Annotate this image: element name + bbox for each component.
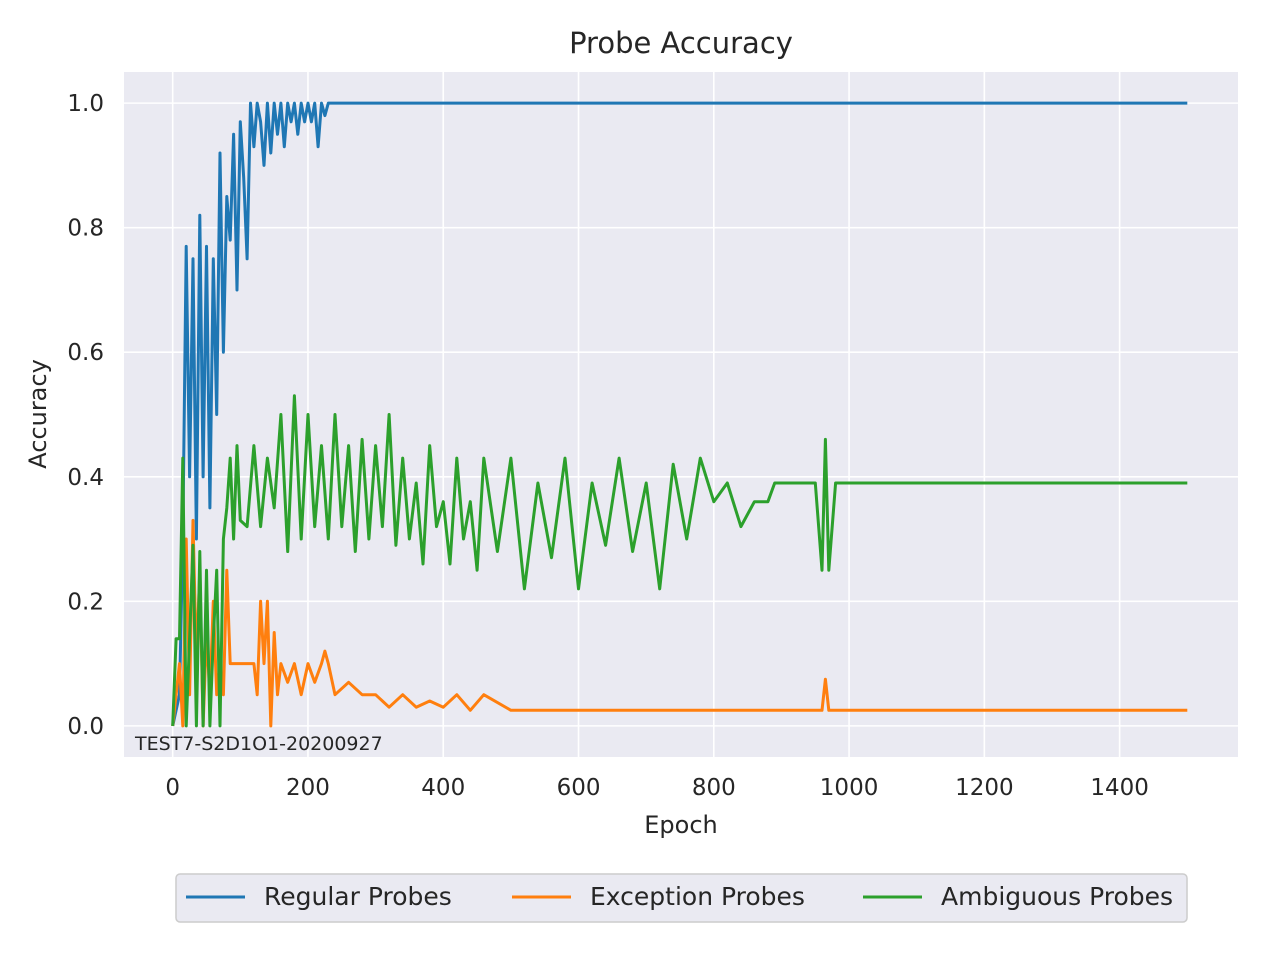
y-tick-label: 0.6 [67, 340, 104, 366]
x-tick-label: 1200 [955, 775, 1014, 801]
legend-label-regular: Regular Probes [264, 882, 452, 911]
y-tick-label: 0.4 [67, 465, 104, 491]
x-tick-label: 1400 [1090, 775, 1149, 801]
run-id-annotation: TEST7-S2D1O1-20200927 [134, 733, 383, 755]
y-tick-label: 0.8 [67, 216, 104, 242]
x-tick-label: 600 [557, 775, 601, 801]
chart-title: Probe Accuracy [569, 26, 793, 60]
series-line-regular [171, 101, 1188, 727]
series-line-ambiguous [171, 394, 1188, 728]
plot-background [124, 72, 1238, 757]
x-tick-label: 0 [165, 775, 180, 801]
legend-label-exception: Exception Probes [590, 882, 805, 911]
y-tick-label: 0.0 [67, 714, 104, 740]
legend-label-ambiguous: Ambiguous Probes [941, 882, 1173, 911]
y-tick-label: 1.0 [67, 91, 104, 117]
x-tick-label: 400 [421, 775, 465, 801]
ticks: 0 200 400 600 800 1000 1200 1400 0.0 0.2 0.4 0.6 0.8… [67, 91, 1148, 801]
legend-box [175, 873, 1188, 923]
y-tick-label: 0.2 [67, 589, 104, 615]
x-tick-label: 200 [286, 775, 330, 801]
x-tick-label: 1000 [820, 775, 879, 801]
legend: Regular Probes Exception Probes Ambiguou… [175, 873, 1188, 923]
series-layer [171, 101, 1188, 728]
y-axis-label: Accuracy [24, 359, 52, 469]
x-tick-label: 800 [692, 775, 736, 801]
x-axis-label: Epoch [644, 811, 718, 839]
